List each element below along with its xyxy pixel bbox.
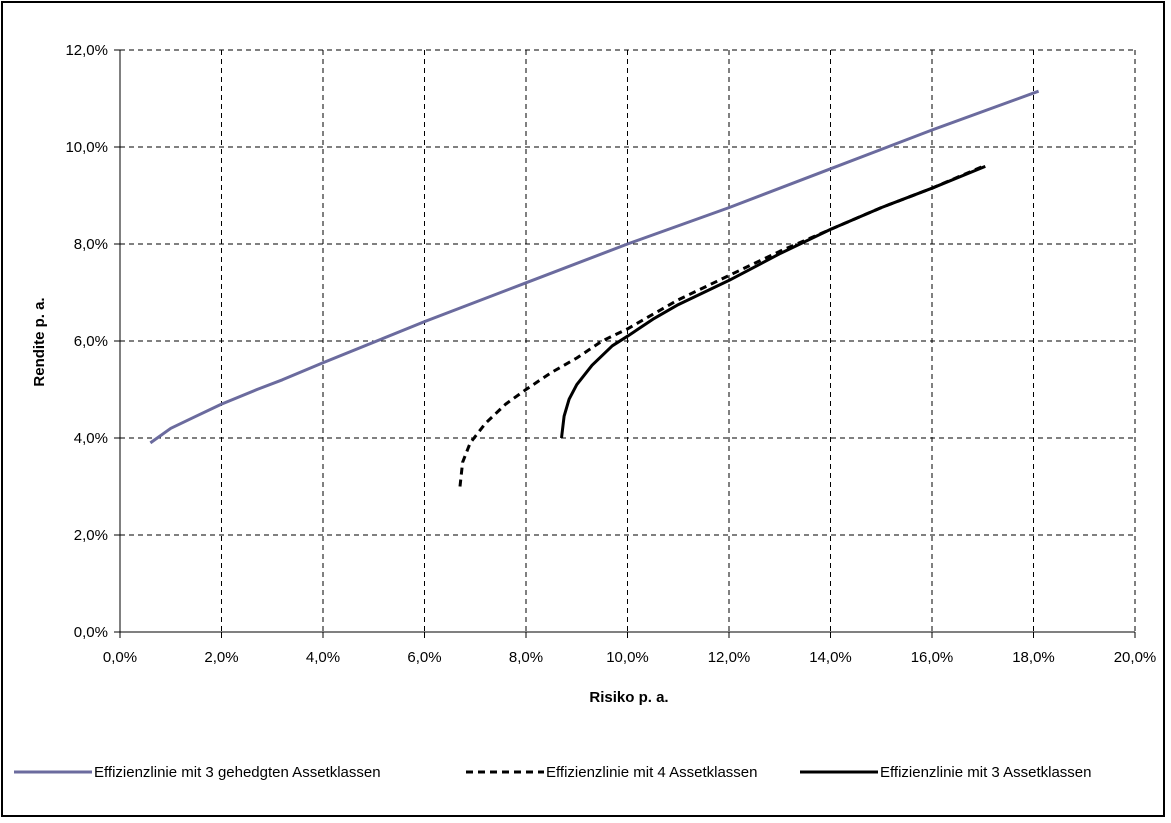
y-tick-label: 2,0% (74, 527, 108, 544)
y-tick-label: 10,0% (65, 139, 108, 156)
y-tick-label: 4,0% (74, 430, 108, 447)
series-line-2 (458, 165, 984, 487)
legend: Effizienzlinie mit 3 gehedgten Assetklas… (14, 764, 1092, 781)
x-tick-label: 10,0% (606, 649, 649, 666)
y-axis-label: Rendite p. a. (31, 297, 48, 386)
x-tick-label: 20,0% (1114, 649, 1157, 666)
legend-label-3: Effizienzlinie mit 3 Assetklassen (880, 764, 1092, 781)
axes (114, 49, 1136, 638)
grid-lines (120, 49, 1136, 632)
x-tick-label: 0,0% (103, 649, 137, 666)
legend-label-2: Effizienzlinie mit 4 Assetklassen (546, 764, 758, 781)
y-tick-labels: 0,0% 2,0% 4,0% 6,0% 8,0% 10,0% 12,0% (65, 42, 108, 641)
x-tick-label: 16,0% (911, 649, 954, 666)
y-tick-label: 8,0% (74, 236, 108, 253)
x-tick-label: 18,0% (1012, 649, 1055, 666)
x-tick-label: 6,0% (407, 649, 441, 666)
y-tick-label: 6,0% (74, 333, 108, 350)
y-tick-label: 12,0% (65, 42, 108, 59)
x-tick-label: 8,0% (509, 649, 543, 666)
series-lines (149, 89, 1040, 487)
legend-label-1: Effizienzlinie mit 3 gehedgten Assetklas… (94, 764, 381, 781)
x-axis-label: Risiko p. a. (589, 689, 668, 706)
x-tick-labels: 0,0% 2,0% 4,0% 6,0% 8,0% 10,0% 12,0% 14,0% 16,0%… (103, 649, 1156, 666)
series-line-3 (560, 165, 986, 439)
series-line-1 (149, 89, 1040, 445)
x-tick-label: 14,0% (809, 649, 852, 666)
x-tick-label: 4,0% (306, 649, 340, 666)
y-tick-label: 0,0% (74, 624, 108, 641)
x-tick-label: 2,0% (204, 649, 238, 666)
x-tick-label: 12,0% (708, 649, 751, 666)
